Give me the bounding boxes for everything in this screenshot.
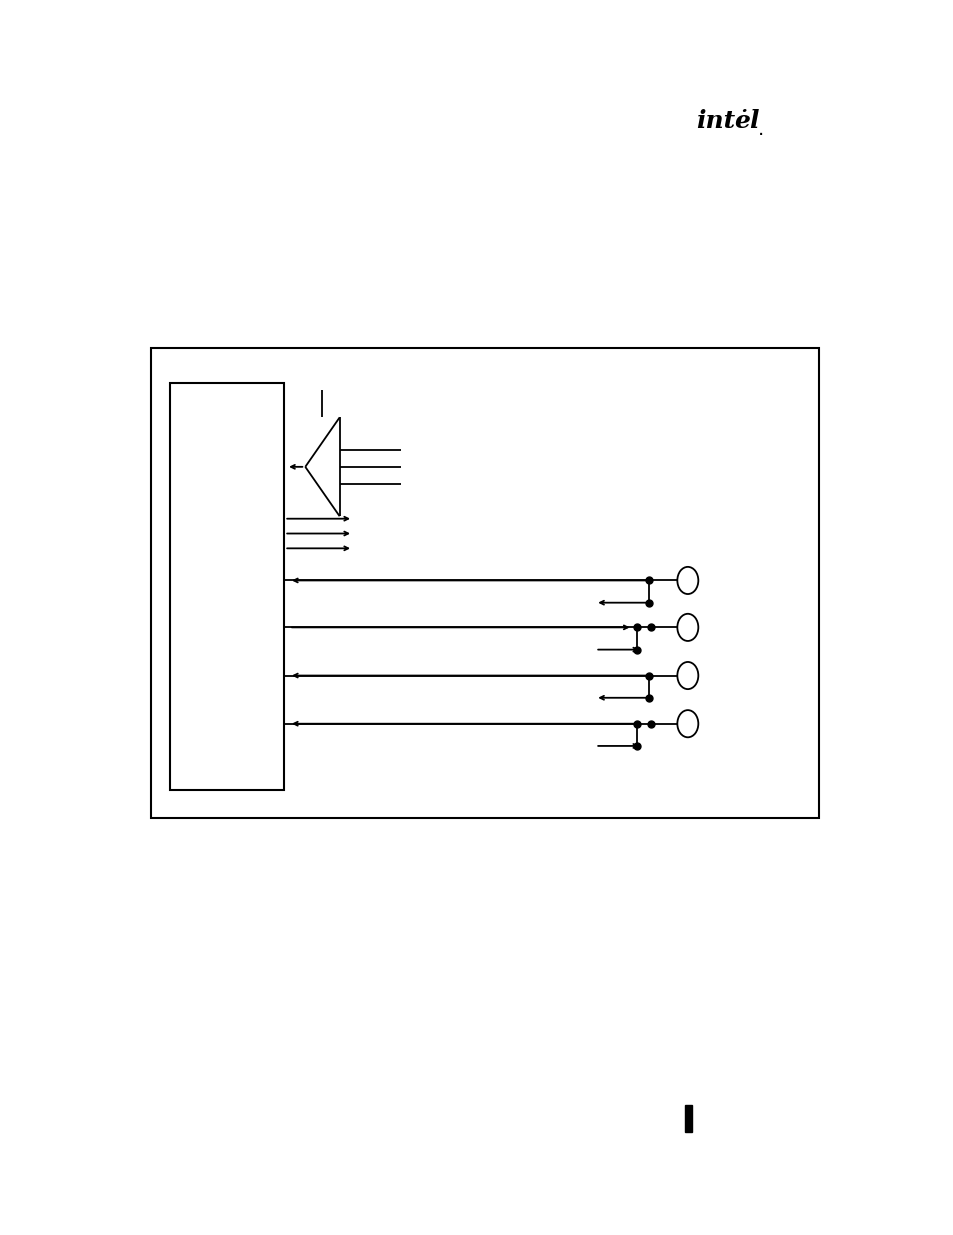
Bar bbox=[684, 1105, 691, 1132]
Bar bbox=[170, 383, 284, 790]
Bar bbox=[151, 348, 818, 818]
Text: l: l bbox=[748, 109, 758, 133]
Text: int: int bbox=[696, 109, 735, 133]
Text: .: . bbox=[757, 120, 763, 140]
Text: ė: ė bbox=[734, 109, 750, 133]
